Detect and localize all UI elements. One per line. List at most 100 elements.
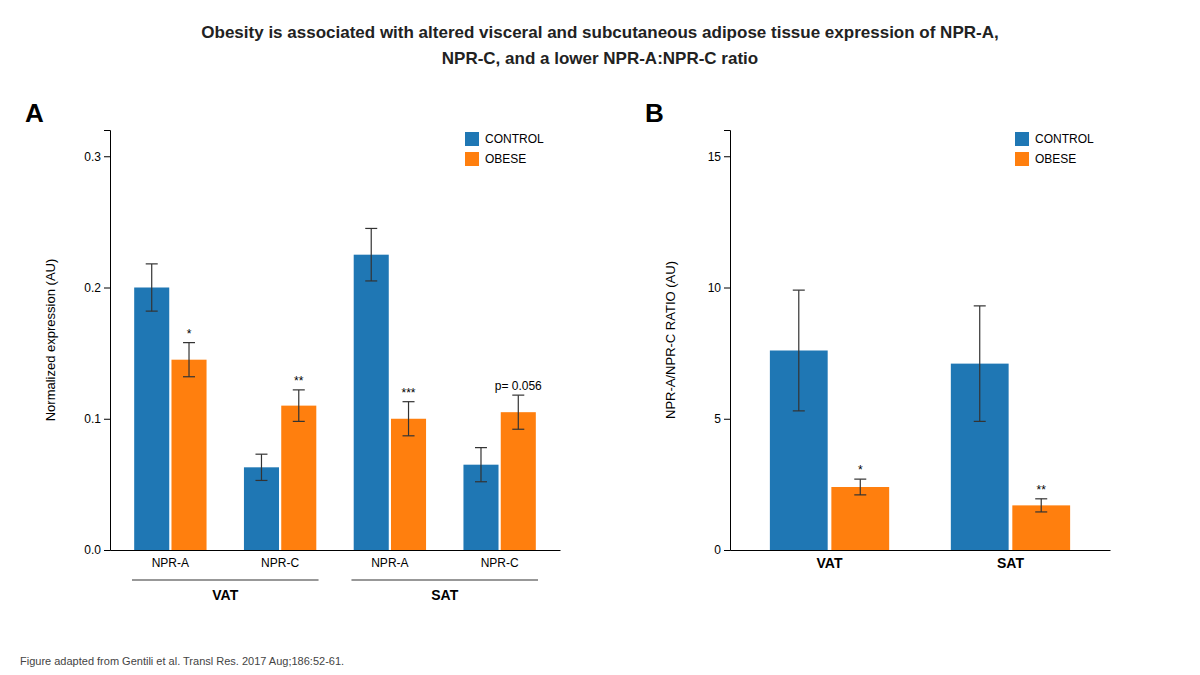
tick-label: 15 bbox=[708, 150, 722, 164]
legend: CONTROL OBESE bbox=[465, 132, 544, 166]
significance: * bbox=[187, 327, 192, 341]
error-bar bbox=[480, 448, 481, 482]
error-cap bbox=[183, 376, 195, 377]
significance: p= 0.056 bbox=[495, 379, 542, 393]
tick-label: VAT bbox=[817, 555, 843, 571]
error-cap bbox=[974, 305, 986, 306]
tick: 0.1 bbox=[84, 412, 110, 426]
tick-label: 0.0 bbox=[84, 543, 101, 557]
error-bar bbox=[408, 402, 409, 436]
error-cap bbox=[475, 481, 487, 482]
bar bbox=[391, 419, 426, 550]
title: NPR-C, and a lower NPR-A:NPR-C ratio bbox=[442, 49, 758, 68]
legend-label: CONTROL bbox=[1035, 132, 1094, 146]
significance: ** bbox=[1037, 483, 1047, 497]
tick: NPR-C bbox=[261, 550, 299, 570]
error-cap bbox=[255, 454, 267, 455]
tick-mark bbox=[724, 288, 730, 289]
tick: 0.0 bbox=[84, 543, 110, 557]
axis-title: NPR-A/NPR-C RATIO (AU) bbox=[663, 261, 678, 419]
bar bbox=[354, 255, 389, 550]
error-cap bbox=[183, 342, 195, 343]
bar bbox=[501, 412, 536, 550]
tick: 10 bbox=[708, 281, 730, 295]
error-cap bbox=[403, 435, 415, 436]
error-bar bbox=[261, 454, 262, 480]
x-axis: NPR-ANPR-CNPR-ANPR-C bbox=[111, 550, 561, 570]
tick-label: NPR-C bbox=[481, 556, 519, 570]
legend: CONTROL OBESE bbox=[1015, 132, 1094, 166]
tick: 0.2 bbox=[84, 281, 110, 295]
error-cap bbox=[793, 290, 805, 291]
legend-label: OBESE bbox=[1035, 152, 1076, 166]
error-cap bbox=[365, 228, 377, 229]
axis-title: Normalized expression (AU) bbox=[43, 259, 58, 422]
tick-label: 0.3 bbox=[84, 150, 101, 164]
error-bar bbox=[798, 290, 799, 411]
tick-label: 10 bbox=[708, 281, 722, 295]
title: Obesity is associated with altered visce… bbox=[201, 23, 998, 42]
group-bracket bbox=[132, 579, 319, 580]
error-bar bbox=[860, 479, 861, 495]
tick: SAT bbox=[997, 550, 1024, 571]
error-cap bbox=[293, 389, 305, 390]
axis-line bbox=[111, 550, 561, 551]
error-cap bbox=[1035, 511, 1047, 512]
group-label: VAT bbox=[212, 587, 238, 603]
error-bar bbox=[518, 395, 519, 429]
tick-label: SAT bbox=[997, 555, 1024, 571]
tick: 5 bbox=[714, 412, 730, 426]
bar bbox=[171, 360, 206, 550]
error-bar bbox=[371, 228, 372, 281]
legend-item: CONTROL bbox=[465, 132, 544, 146]
plot-area bbox=[134, 228, 536, 550]
error-cap bbox=[293, 421, 305, 422]
error-cap bbox=[475, 447, 487, 448]
error-cap bbox=[854, 479, 866, 480]
legend-swatch bbox=[465, 152, 479, 166]
x-axis: VAT SAT bbox=[731, 550, 1111, 571]
error-cap bbox=[365, 280, 377, 281]
error-cap bbox=[146, 263, 158, 264]
bar bbox=[134, 288, 169, 551]
legend-label: OBESE bbox=[485, 152, 526, 166]
error-bar bbox=[151, 264, 152, 311]
error-cap bbox=[1035, 498, 1047, 499]
tick-mark bbox=[724, 550, 730, 551]
tick: 0.3 bbox=[84, 150, 110, 164]
legend-swatch bbox=[465, 132, 479, 146]
chart: Obesity is associated with altered visce… bbox=[0, 0, 1200, 675]
error-cap bbox=[512, 429, 524, 430]
tick-mark bbox=[724, 156, 730, 157]
tick: NPR-A bbox=[152, 550, 189, 570]
bar bbox=[831, 487, 889, 550]
error-cap bbox=[854, 494, 866, 495]
caption: Figure adapted from Gentili et al. Trans… bbox=[20, 655, 344, 667]
y-axis: 0 5 10 15 bbox=[708, 131, 731, 558]
panel: 051015VATSATNPR-A/NPR-C RATIO (AU)B***CO… bbox=[645, 98, 1111, 571]
significance: *** bbox=[402, 386, 416, 400]
legend-swatch bbox=[1015, 132, 1029, 146]
error-cap bbox=[793, 410, 805, 411]
tick: NPR-C bbox=[481, 550, 519, 570]
tick-mark bbox=[104, 288, 110, 289]
error-cap bbox=[255, 480, 267, 481]
bar bbox=[1012, 505, 1070, 550]
legend-item: OBESE bbox=[465, 152, 526, 166]
tick-label: NPR-A bbox=[152, 556, 189, 570]
tick-mark bbox=[104, 550, 110, 551]
tick-mark bbox=[104, 419, 110, 420]
y-axis: 0.0 0.1 0.2 0.3 bbox=[84, 131, 110, 558]
tick-label: NPR-C bbox=[261, 556, 299, 570]
error-bar bbox=[1041, 499, 1042, 512]
significance: ** bbox=[294, 374, 304, 388]
error-bar bbox=[298, 390, 299, 422]
error-cap bbox=[512, 395, 524, 396]
tick-label: 0.1 bbox=[84, 412, 101, 426]
tick-label: 5 bbox=[714, 412, 721, 426]
error-cap bbox=[146, 311, 158, 312]
bar bbox=[281, 406, 316, 550]
legend-item: OBESE bbox=[1015, 152, 1076, 166]
tick: 0 bbox=[714, 543, 730, 557]
legend-swatch bbox=[1015, 152, 1029, 166]
